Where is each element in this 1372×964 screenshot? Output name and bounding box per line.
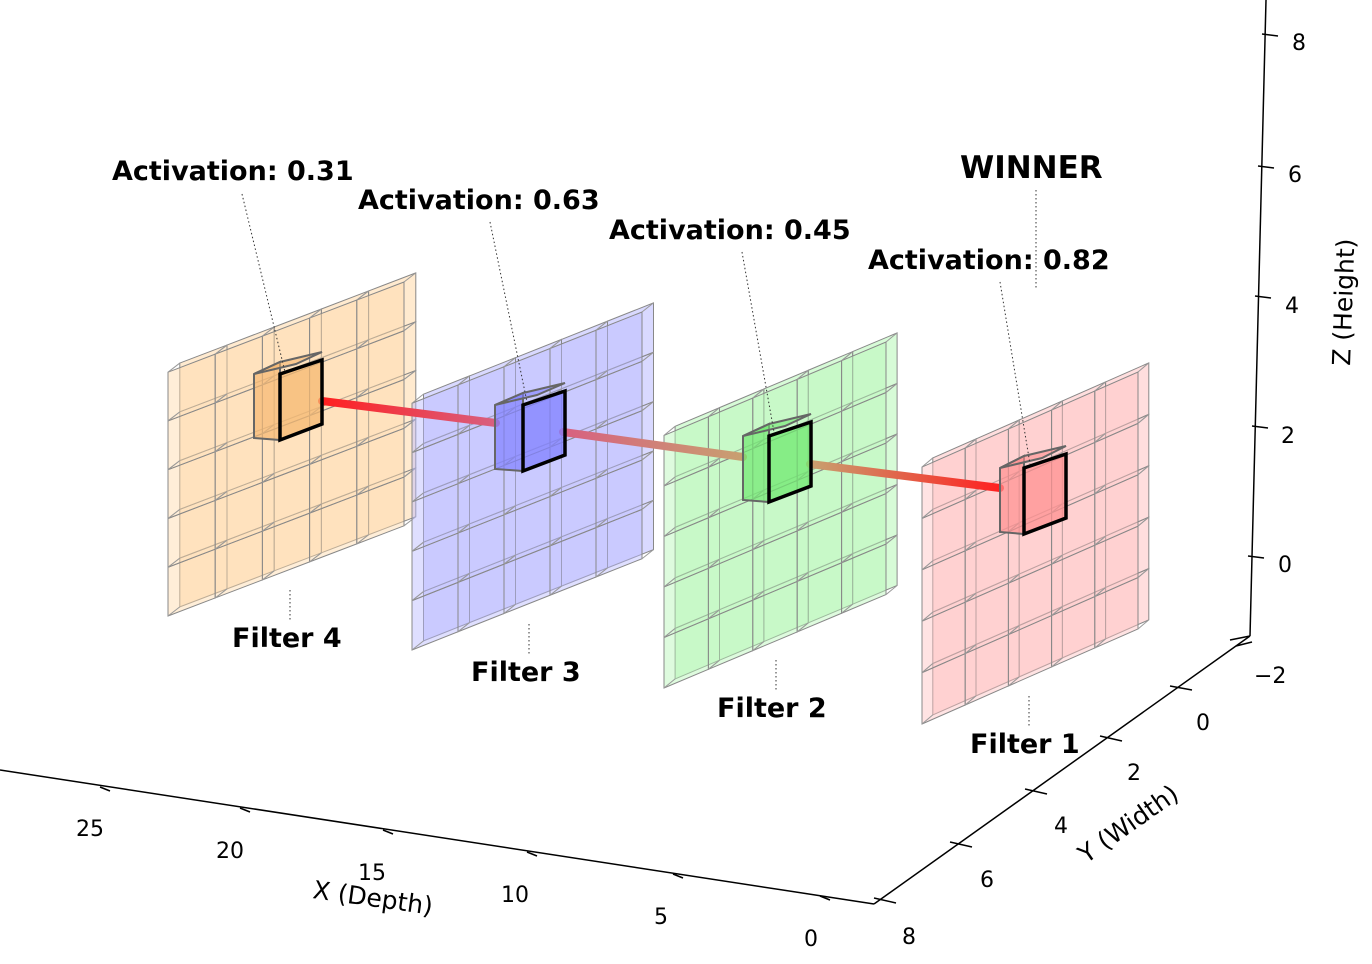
- filter-cell: [1094, 516, 1150, 598]
- y-tick-0: 0: [1196, 711, 1210, 736]
- x-tick-25: 25: [76, 817, 104, 842]
- x-tick-20: 20: [216, 839, 244, 864]
- filter-cell: [595, 499, 654, 578]
- filter-panel-1: [921, 362, 1150, 725]
- winner-label: WINNER: [960, 150, 1103, 186]
- z-tick-8: 8: [1292, 31, 1306, 56]
- x-tick-10: 10: [501, 883, 529, 908]
- filter-panel-2: [663, 332, 898, 689]
- filter-1-label: Filter 1: [970, 729, 1080, 760]
- highlighted-cell-filter-1: [999, 445, 1068, 537]
- y-tick-4: 4: [1054, 814, 1068, 839]
- highlighted-cell-filter-2: [742, 413, 813, 505]
- z-tick-2: 2: [1281, 424, 1295, 449]
- activation-label-filter-3: Activation: 0.63: [358, 185, 600, 216]
- filter-cell: [167, 539, 228, 617]
- y-tick-8: 8: [902, 925, 916, 950]
- filter-cell: [1094, 567, 1150, 649]
- filter-panel-4: [167, 272, 417, 617]
- y-tick-neg2: −2: [1254, 664, 1286, 689]
- filter-cell: [841, 534, 898, 615]
- filter-cell: [356, 272, 417, 350]
- z-tick-0: 0: [1278, 553, 1292, 578]
- leader-lines: [241, 190, 1037, 728]
- x-axis: 25 20 15 10 5 0 X (Depth): [0, 769, 875, 952]
- activation-label-filter-2: Activation: 0.45: [609, 215, 851, 246]
- y-axis-label: Y (Width): [1072, 779, 1184, 869]
- filter-3-label: Filter 3: [471, 657, 581, 688]
- filter-cell: [595, 302, 654, 381]
- filter-2-label: Filter 2: [717, 693, 827, 724]
- filter-4-label: Filter 4: [232, 623, 342, 654]
- filter-cell: [595, 351, 654, 430]
- x-tick-0: 0: [804, 927, 818, 952]
- x-tick-15: 15: [358, 861, 386, 886]
- activation-path: [318, 397, 1004, 492]
- x-tick-5: 5: [654, 905, 668, 930]
- activation-label-filter-1: Activation: 0.82: [868, 245, 1110, 276]
- highlighted-cell-filter-3: [494, 382, 567, 474]
- z-tick-4: 4: [1285, 294, 1299, 319]
- filter-cell: [841, 332, 898, 412]
- activation-label-filter-4: Activation: 0.31: [112, 156, 354, 187]
- highlighted-cells: [253, 351, 1068, 537]
- z-axis-label: Z (Height): [1327, 238, 1360, 366]
- filter-panel-3: [411, 302, 654, 651]
- y-tick-2: 2: [1127, 761, 1141, 786]
- filter-cell: [595, 400, 654, 480]
- filter-cell: [1094, 362, 1150, 444]
- y-tick-6: 6: [980, 868, 994, 893]
- filter-cell: [595, 450, 654, 529]
- z-tick-6: 6: [1288, 163, 1302, 188]
- filter-cell: [1094, 413, 1150, 495]
- z-axis: 8 6 4 2 0 Z (Height): [1229, 0, 1360, 641]
- highlighted-cell-filter-4: [253, 351, 324, 443]
